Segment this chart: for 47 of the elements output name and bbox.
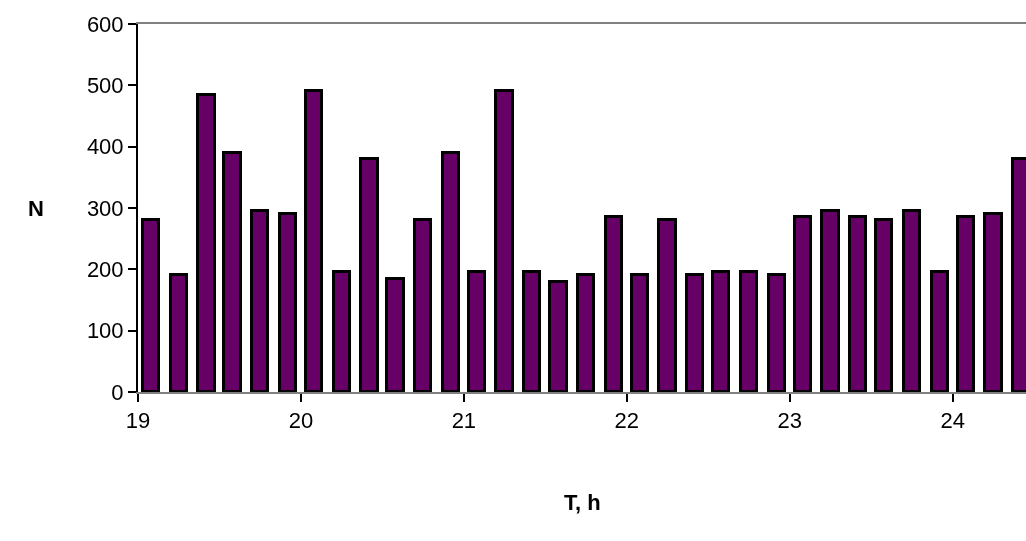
bar: [494, 89, 514, 392]
bar: [956, 215, 975, 392]
bar: [739, 270, 758, 392]
bar: [711, 270, 730, 392]
x-tick-label: 21: [451, 408, 477, 434]
bar: [522, 270, 541, 392]
bar: [413, 218, 432, 392]
y-tick-label: 400: [86, 134, 124, 160]
bar: [767, 273, 786, 392]
bar: [848, 215, 867, 392]
bar: [657, 218, 677, 392]
bar: [278, 212, 297, 392]
bar: [874, 218, 893, 392]
bar: [332, 270, 351, 392]
x-tick-label: 22: [614, 408, 640, 434]
bar: [902, 209, 921, 392]
bar: [441, 151, 460, 392]
bar: [169, 273, 188, 392]
bar: [385, 277, 405, 392]
bar: [930, 270, 949, 392]
bar: [576, 273, 595, 392]
x-tick-label: 20: [288, 408, 314, 434]
bar: [222, 151, 242, 392]
y-tick-label: 300: [86, 195, 124, 221]
bar: [250, 209, 269, 392]
x-tick-label: 24: [940, 408, 965, 434]
bar: [820, 209, 840, 392]
y-tick-label: 500: [86, 73, 124, 99]
bar: [983, 212, 1003, 392]
y-tick-label: 0: [111, 379, 124, 405]
y-tick-label: 600: [86, 11, 124, 37]
x-tick-label: 23: [777, 408, 802, 434]
bar: [141, 218, 160, 392]
y-axis-title: N: [28, 196, 44, 221]
bar: [793, 215, 812, 392]
bar: [604, 215, 623, 392]
x-tick-label: 19: [125, 408, 151, 434]
bar: [196, 93, 216, 392]
y-tick-label: 200: [86, 257, 124, 283]
bar: [359, 157, 379, 392]
y-tick-label: 100: [86, 318, 124, 344]
x-axis-title: T, h: [564, 490, 601, 515]
bar: [304, 89, 323, 392]
bar: [685, 273, 704, 392]
bar: [467, 270, 486, 392]
bar: [548, 280, 568, 392]
bar: [630, 273, 649, 392]
